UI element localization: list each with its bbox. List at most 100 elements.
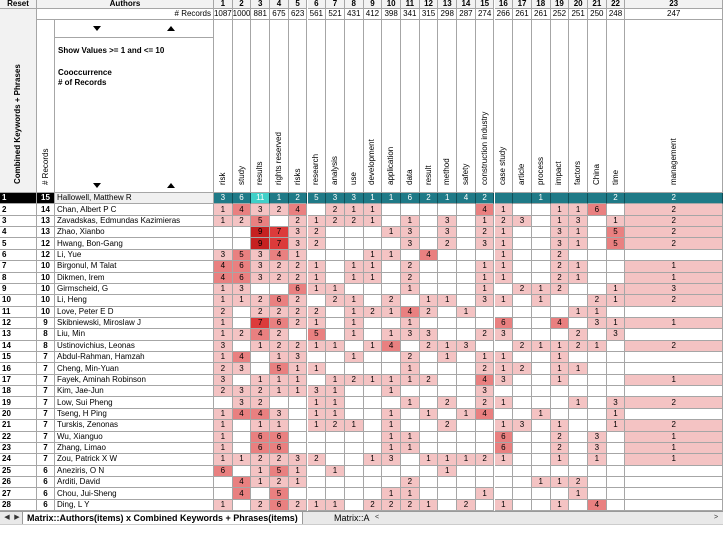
matrix-cell[interactable]: 2 [326, 420, 345, 432]
col-keyword-header[interactable]: use [344, 20, 364, 193]
matrix-cell[interactable]: 1 [625, 442, 723, 455]
matrix-cell[interactable] [382, 352, 401, 364]
matrix-cell[interactable] [531, 442, 551, 455]
matrix-cell[interactable]: 1 [625, 374, 723, 387]
row-number[interactable]: 11 [0, 306, 37, 318]
matrix-cell[interactable] [513, 249, 532, 262]
matrix-cell[interactable] [550, 295, 570, 307]
matrix-cell[interactable] [288, 329, 308, 341]
matrix-cell[interactable] [513, 317, 532, 330]
matrix-cell[interactable] [363, 488, 383, 500]
matrix-cell[interactable]: 3 [494, 329, 514, 341]
matrix-cell[interactable]: 1 [550, 477, 570, 489]
matrix-cell[interactable]: 3 [588, 442, 607, 455]
matrix-cell[interactable]: 9 [251, 227, 271, 239]
matrix-cell[interactable]: 1 [288, 374, 308, 387]
matrix-cell[interactable]: 2 [513, 363, 532, 375]
matrix-cell[interactable] [457, 238, 476, 250]
matrix-cell[interactable]: 2 [288, 317, 308, 330]
matrix-cell[interactable]: 1 [307, 317, 327, 330]
matrix-cell[interactable] [363, 238, 383, 250]
matrix-cell[interactable] [344, 386, 364, 398]
matrix-cell[interactable] [363, 295, 383, 307]
matrix-cell[interactable]: 1 [401, 374, 420, 387]
matrix-cell[interactable]: 1 [382, 306, 401, 318]
matrix-cell[interactable]: 1 [438, 454, 458, 466]
matrix-cell[interactable]: 6 [270, 499, 289, 512]
matrix-cell[interactable] [569, 465, 588, 477]
matrix-cell[interactable]: 1 [382, 193, 401, 205]
matrix-cell[interactable]: 2 [270, 204, 289, 216]
matrix-cell[interactable]: 2 [307, 238, 327, 250]
matrix-cell[interactable]: 1 [494, 261, 514, 273]
matrix-cell[interactable]: 3 [588, 431, 607, 443]
matrix-cell[interactable] [494, 477, 514, 489]
matrix-cell[interactable]: 1 [401, 363, 420, 375]
matrix-cell[interactable] [419, 442, 439, 455]
matrix-cell[interactable]: 4 [251, 408, 271, 421]
matrix-cell[interactable]: 2 [625, 238, 723, 250]
matrix-cell[interactable]: 2 [344, 215, 364, 228]
matrix-cell[interactable]: 3 [513, 420, 532, 432]
matrix-cell[interactable]: 2 [288, 261, 308, 273]
matrix-cell[interactable] [307, 352, 327, 364]
matrix-cell[interactable] [588, 329, 607, 341]
matrix-cell[interactable]: 6 [232, 272, 252, 284]
matrix-cell[interactable] [326, 454, 345, 466]
matrix-cell[interactable]: 2 [232, 215, 252, 228]
matrix-cell[interactable]: 1 [344, 329, 364, 341]
matrix-cell[interactable]: 1 [494, 454, 514, 466]
matrix-cell[interactable]: 2 [401, 477, 420, 489]
matrix-cell[interactable] [606, 386, 626, 398]
matrix-cell[interactable] [382, 238, 401, 250]
authors-header[interactable]: Authors [37, 0, 214, 9]
matrix-cell[interactable]: 1 [326, 397, 345, 409]
matrix-cell[interactable]: 1 [307, 499, 327, 512]
matrix-cell[interactable]: 4 [232, 204, 252, 216]
tab-last-arrow-icon[interactable]: ▶ [14, 514, 20, 521]
matrix-cell[interactable] [382, 261, 401, 273]
matrix-cell[interactable]: 1 [606, 408, 626, 421]
matrix-cell[interactable]: 2 [513, 283, 532, 296]
matrix-cell[interactable]: 4 [475, 204, 495, 216]
matrix-cell[interactable] [438, 386, 458, 398]
matrix-cell[interactable] [363, 352, 383, 364]
matrix-cell[interactable] [401, 408, 420, 421]
matrix-cell[interactable] [419, 261, 439, 273]
matrix-cell[interactable] [513, 295, 532, 307]
matrix-cell[interactable] [569, 442, 588, 455]
matrix-cell[interactable] [513, 499, 532, 512]
matrix-cell[interactable]: 2 [625, 215, 723, 228]
row-number[interactable]: 10 [0, 295, 37, 307]
matrix-cell[interactable]: 1 [494, 352, 514, 364]
matrix-cell[interactable]: 5 [606, 238, 626, 250]
matrix-cell[interactable]: 2 [214, 363, 233, 375]
matrix-cell[interactable]: 2 [625, 227, 723, 239]
matrix-cell[interactable] [307, 295, 327, 307]
matrix-cell[interactable]: 1 [606, 215, 626, 228]
matrix-cell[interactable]: 2 [569, 340, 588, 353]
matrix-cell[interactable] [307, 488, 327, 500]
matrix-cell[interactable]: 1 [475, 261, 495, 273]
matrix-cell[interactable] [326, 442, 345, 455]
matrix-cell[interactable] [232, 306, 252, 318]
matrix-cell[interactable] [214, 227, 233, 239]
matrix-cell[interactable] [326, 272, 345, 284]
matrix-cell[interactable]: 2 [288, 340, 308, 353]
matrix-cell[interactable] [625, 499, 723, 512]
sort-down-icon-bottom[interactable] [93, 183, 101, 188]
matrix-cell[interactable] [419, 238, 439, 250]
row-author-name[interactable]: Zhang, Limao [55, 442, 214, 455]
row-number[interactable]: 3 [0, 215, 37, 228]
matrix-cell[interactable] [457, 317, 476, 330]
matrix-cell[interactable]: 2 [251, 454, 271, 466]
matrix-cell[interactable]: 1 [382, 408, 401, 421]
matrix-cell[interactable] [401, 204, 420, 216]
matrix-cell[interactable]: 1 [270, 386, 289, 398]
row-author-name[interactable]: Abdul-Rahman, Hamzah [55, 352, 214, 364]
matrix-cell[interactable] [232, 227, 252, 239]
matrix-cell[interactable]: 1 [382, 227, 401, 239]
matrix-cell[interactable]: 3 [344, 193, 364, 205]
row-author-name[interactable]: Love, Peter E D [55, 306, 214, 318]
matrix-cell[interactable] [569, 431, 588, 443]
